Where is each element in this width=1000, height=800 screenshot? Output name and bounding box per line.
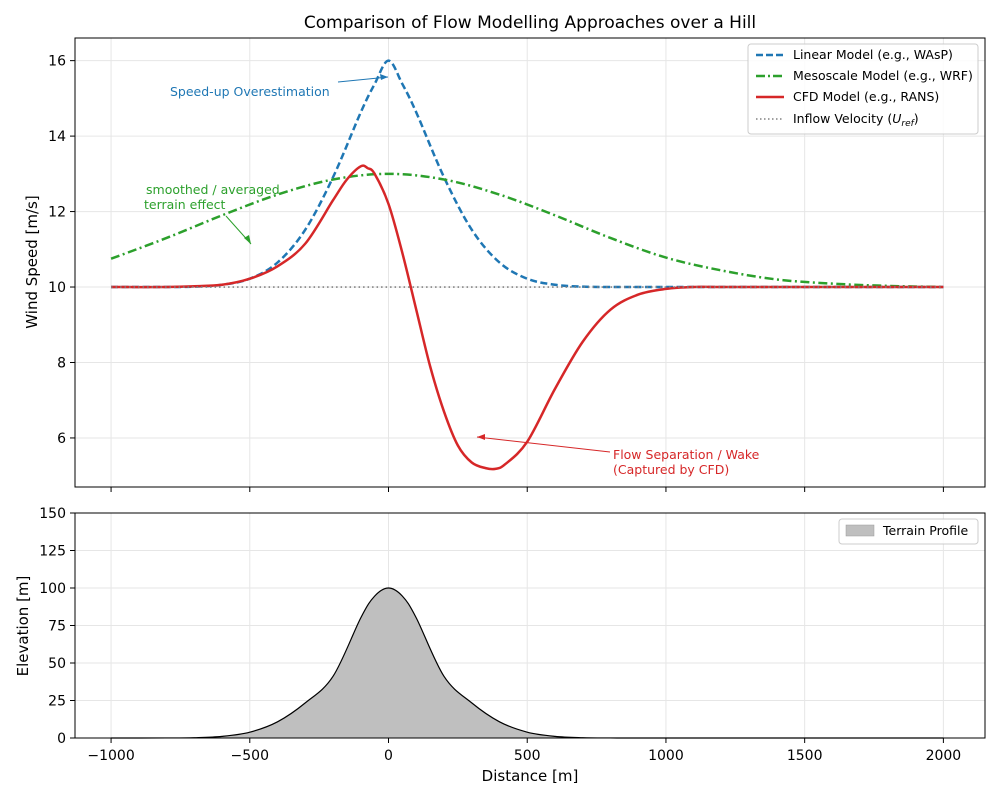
- x-tick-label-500: 500: [514, 748, 541, 764]
- top-y-ticks: 6 8 10 12 14 16: [48, 54, 75, 447]
- annotation-smoothed-line2: terrain effect: [144, 197, 226, 212]
- top-legend-box: [747, 43, 979, 135]
- legend-label-inflow: Inflow Velocity (Uref): [793, 111, 919, 129]
- x-tick-label--1000: −1000: [87, 748, 134, 764]
- legend-label-meso: Mesoscale Model (e.g., WRF): [793, 68, 973, 83]
- x-tick-label-1000: 1000: [648, 748, 684, 764]
- legend-label-cfd: CFD Model (e.g., RANS): [793, 89, 939, 104]
- annotation-smoothed-arrowhead: [244, 235, 251, 244]
- elevation-panel: 0 25 50 75 100 125 150 −1000 −500 0 500 1000 1500 20…: [14, 506, 986, 785]
- legend-inflow-suffix: ): [914, 111, 919, 126]
- series-line-mesoscale-model-e-g-wrf: [110, 172, 944, 289]
- top-axes-frame: [74, 37, 986, 488]
- x-tick-label-1500: 1500: [787, 748, 823, 764]
- legend-inflow-prefix: Inflow Velocity (: [793, 111, 892, 126]
- x-tick-label--500: −500: [231, 748, 269, 764]
- top-series-group: [110, 59, 944, 471]
- annotation-speedup-arrow: [337, 76, 389, 83]
- top-y-tick-label-6: 6: [57, 431, 66, 447]
- annotation-wake-arrowhead: [477, 434, 485, 440]
- bottom-y-tick-label-50: 50: [48, 656, 66, 672]
- top-y-tick-label-8: 8: [57, 355, 66, 371]
- top-legend: Linear Model (e.g., WAsP) Mesoscale Mode…: [747, 43, 979, 135]
- wind-speed-panel: 6 8 10 12 14 16 Comparison of Flow Modelling …: [23, 13, 986, 492]
- top-y-tick-label-16: 16: [48, 54, 66, 70]
- legend-inflow-sub: ref: [901, 119, 915, 129]
- bottom-y-tick-label-125: 125: [39, 544, 66, 560]
- bottom-y-tick-label-150: 150: [39, 506, 66, 522]
- legend-inflow-symbol: U: [892, 111, 901, 126]
- bottom-legend: Terrain Profile: [838, 518, 979, 545]
- top-y-tick-label-12: 12: [48, 205, 66, 221]
- annotation-wake-arrow: [476, 436, 611, 453]
- annotation-wake-line1: Flow Separation / Wake: [613, 447, 760, 462]
- x-tick-label-0: 0: [384, 748, 393, 764]
- bottom-y-axis-label: Elevation [m]: [14, 576, 32, 677]
- legend-label-linear: Linear Model (e.g., WAsP): [793, 47, 953, 62]
- legend-swatch-terrain: [845, 524, 875, 537]
- bottom-y-tick-label-0: 0: [57, 731, 66, 747]
- bottom-y-tick-label-25: 25: [48, 694, 66, 710]
- chart-title: Comparison of Flow Modelling Approaches …: [304, 13, 756, 33]
- top-y-tick-label-10: 10: [48, 280, 66, 296]
- bottom-y-ticks: 0 25 50 75 100 125 150: [39, 506, 75, 747]
- bottom-grid: [75, 512, 985, 739]
- bottom-x-ticks: −1000 −500 0 500 1000 1500 2000: [87, 738, 961, 764]
- top-y-axis-label: Wind Speed [m/s]: [23, 195, 41, 328]
- series-area-terrain-profile: [111, 588, 944, 739]
- bottom-y-tick-label-100: 100: [39, 581, 66, 597]
- bottom-y-tick-label-75: 75: [48, 619, 66, 635]
- x-tick-label-2000: 2000: [926, 748, 962, 764]
- top-y-tick-label-14: 14: [48, 129, 66, 145]
- annotation-wake-line2: (Captured by CFD): [613, 462, 729, 477]
- series-line-cfd-model-e-g-rans: [111, 164, 944, 471]
- top-annotations: Speed-up Overestimation smoothed / avera…: [144, 74, 760, 477]
- annotation-speedup: Speed-up Overestimation: [170, 84, 330, 99]
- annotation-speedup-arrowhead: [380, 74, 388, 80]
- top-x-ticks: [110, 487, 944, 492]
- legend-label-terrain: Terrain Profile: [882, 523, 968, 538]
- x-axis-label: Distance [m]: [482, 767, 579, 785]
- annotation-smoothed-line1: smoothed / averaged: [146, 182, 280, 197]
